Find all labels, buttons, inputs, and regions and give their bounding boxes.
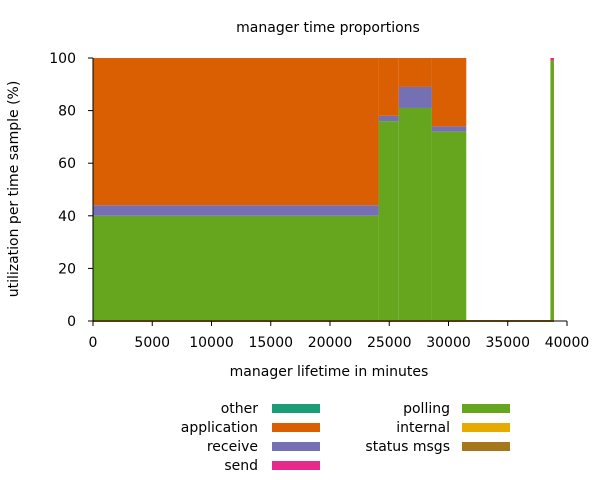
x-tick-label: 30000: [426, 335, 471, 351]
y-tick-label: 100: [49, 51, 76, 67]
x-tick-label: 40000: [545, 335, 590, 351]
chart-title: manager time proportions: [236, 20, 420, 36]
x-tick-label: 5000: [134, 335, 170, 351]
legend-label-other: other: [221, 401, 259, 417]
polling-area: [550, 60, 554, 321]
receive-area: [398, 86, 432, 108]
legend-label-receive: receive: [207, 439, 258, 455]
legend-label-application: application: [181, 420, 258, 436]
legend: other application receive send polling intern…: [181, 401, 510, 474]
y-tick-label: 60: [58, 156, 76, 172]
legend-swatch-send: [272, 461, 320, 470]
x-tick-label: 25000: [367, 335, 412, 351]
receive-area: [431, 126, 467, 132]
legend-label-polling: polling: [403, 401, 450, 417]
send-area: [550, 58, 554, 61]
legend-label-status-msgs: status msgs: [365, 439, 450, 455]
x-tick-label: 35000: [485, 335, 530, 351]
x-tick-label: 15000: [248, 335, 293, 351]
polling-area: [431, 131, 467, 321]
axes: 0 5000 10000 15000 20000 25000 30000 35000 40000…: [49, 51, 589, 351]
legend-label-internal: internal: [396, 420, 450, 436]
y-tick-label: 40: [58, 209, 76, 225]
application-area: [93, 58, 379, 206]
plot-area: [93, 58, 554, 322]
y-tick-label: 0: [67, 314, 76, 330]
legend-swatch-receive: [272, 442, 320, 451]
legend-swatch-polling: [462, 404, 510, 413]
polling-area: [93, 215, 379, 321]
x-tick-label: 20000: [308, 335, 353, 351]
receive-area: [93, 205, 379, 216]
x-axis-label: manager lifetime in minutes: [230, 364, 429, 380]
y-tick-label: 80: [58, 104, 76, 120]
y-tick-label: 20: [58, 261, 76, 277]
application-area: [431, 58, 467, 127]
receive-area: [378, 115, 399, 122]
x-tick-label: 10000: [189, 335, 234, 351]
legend-swatch-application: [272, 423, 320, 432]
legend-label-send: send: [224, 458, 258, 474]
legend-swatch-status-msgs: [462, 442, 510, 451]
application-area: [378, 58, 399, 116]
polling-area: [398, 107, 432, 321]
polling-area: [378, 121, 399, 322]
y-axis-label: utilization per time sample (%): [6, 81, 22, 298]
x-tick-label: 0: [89, 335, 98, 351]
legend-swatch-other: [272, 404, 320, 413]
legend-swatch-internal: [462, 423, 510, 432]
application-area: [398, 58, 432, 87]
